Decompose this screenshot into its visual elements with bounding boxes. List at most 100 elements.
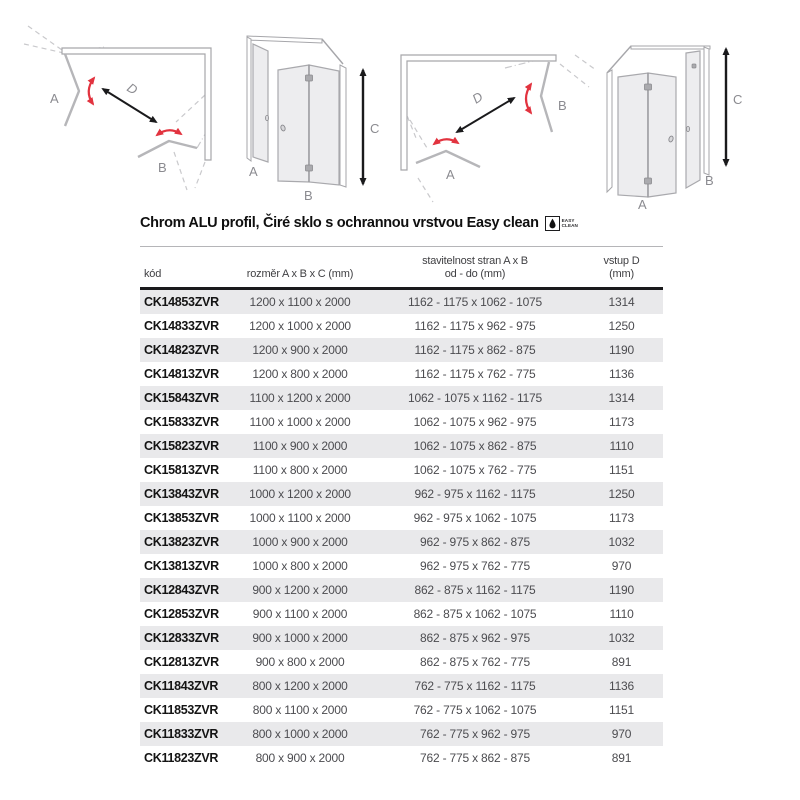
header-kod: kód [144, 268, 162, 280]
table-row: CK13853ZVR 1000 x 1100 x 2000 962 - 975 … [140, 506, 663, 530]
frame-left [606, 69, 613, 194]
cell-kod: CK12833ZVR [144, 631, 219, 645]
cell-vstup: 1110 [609, 439, 634, 453]
table-row: CK15813ZVR 1100 x 800 x 2000 1062 - 1075… [140, 458, 663, 482]
header-vstup-line2: (mm) [609, 268, 634, 280]
cell-kod: CK15843ZVR [144, 391, 219, 405]
frame-right-edge [321, 38, 344, 65]
frame-left [246, 36, 252, 162]
cell-vstup: 1314 [608, 295, 635, 309]
label-d: D [469, 89, 485, 107]
cell-kod: CK14833ZVR [144, 319, 219, 333]
panel-a-hinge [264, 115, 269, 122]
section-title-row: Chrom ALU profil, Čiré sklo s ochrannou … [140, 215, 578, 231]
cell-vstup: 1250 [608, 487, 635, 501]
door-b-left-panel [277, 64, 310, 183]
cell-stavitelnost: 762 - 775 x 962 - 975 [420, 727, 530, 741]
table-row: CK15823ZVR 1100 x 900 x 2000 1062 - 1075… [140, 434, 663, 458]
cell-rozmer: 1100 x 1200 x 2000 [249, 391, 351, 405]
cell-stavitelnost: 1162 - 1175 x 762 - 775 [414, 367, 536, 381]
hinge-bottom [644, 177, 652, 185]
badge-line1: EASY [561, 218, 575, 223]
droplet-icon [544, 215, 560, 231]
table-row: CK12813ZVR 900 x 800 x 2000 862 - 875 x … [140, 650, 663, 674]
cell-rozmer: 1100 x 900 x 2000 [252, 439, 348, 453]
table-row: CK14853ZVR 1200 x 1100 x 2000 1162 - 117… [140, 288, 663, 314]
cell-stavitelnost: 962 - 975 x 762 - 775 [420, 559, 530, 573]
cell-stavitelnost: 1062 - 1075 x 1162 - 1175 [408, 391, 542, 405]
cell-vstup: 1190 [608, 583, 634, 597]
frame-right [339, 64, 347, 188]
cell-kod: CK15823ZVR [144, 439, 219, 453]
cell-kod: CK15833ZVR [144, 415, 219, 429]
table-row: CK14813ZVR 1200 x 800 x 2000 1162 - 1175… [140, 362, 663, 386]
cell-vstup: 1110 [609, 607, 634, 621]
cell-stavitelnost: 962 - 975 x 1162 - 1175 [414, 487, 536, 501]
table-row: CK13823ZVR 1000 x 900 x 2000 962 - 975 x… [140, 530, 663, 554]
header-stavitelnost: stavitelnost stran A x B od - do (mm) [370, 247, 580, 289]
cell-vstup: 1173 [608, 511, 634, 525]
cell-rozmer: 800 x 900 x 2000 [255, 751, 345, 765]
table-row: CK12833ZVR 900 x 1000 x 2000 862 - 875 x… [140, 626, 663, 650]
cell-rozmer: 800 x 1200 x 2000 [252, 679, 348, 693]
label-a: A [446, 167, 455, 182]
cell-vstup: 1032 [608, 535, 635, 549]
fold-arrow-a [86, 76, 96, 106]
cell-kod: CK12853ZVR [144, 607, 219, 621]
cell-kod: CK12843ZVR [144, 583, 219, 597]
cell-rozmer: 900 x 800 x 2000 [255, 655, 345, 669]
cell-vstup: 1190 [608, 343, 634, 357]
cell-rozmer: 1000 x 1200 x 2000 [249, 487, 351, 501]
door-a-right-panel [647, 72, 677, 198]
page-title: Chrom ALU profil, Čiré sklo s ochrannou … [140, 215, 539, 231]
cell-vstup: 1136 [608, 679, 634, 693]
table-row: CK11843ZVR 800 x 1200 x 2000 762 - 775 x… [140, 674, 663, 698]
cell-rozmer: 1200 x 1100 x 2000 [249, 295, 351, 309]
folded-doors-3d-left: B A C [606, 45, 742, 212]
fold-arrow-b [155, 127, 183, 137]
shower-door-diagrams: A B D A B C [23, 25, 742, 212]
folded-doors-3d-right: A B C [246, 35, 379, 203]
cell-rozmer: 1100 x 1000 x 2000 [249, 415, 351, 429]
cell-kod: CK14853ZVR [144, 295, 219, 309]
cell-stavitelnost: 862 - 875 x 1162 - 1175 [414, 583, 536, 597]
table-row: CK12853ZVR 900 x 1100 x 2000 862 - 875 x… [140, 602, 663, 626]
frame-top-rail [246, 35, 323, 44]
panel-b-handle [686, 126, 691, 133]
plan-diagram-right: A B D [23, 25, 212, 191]
cell-kod: CK11833ZVR [144, 727, 219, 741]
cell-stavitelnost: 962 - 975 x 1062 - 1075 [413, 511, 537, 525]
door-b-right-panel [308, 64, 340, 186]
cell-vstup: 891 [611, 655, 632, 669]
wall [61, 47, 212, 161]
label-b: B [705, 173, 714, 188]
panel-b-hinge [691, 63, 697, 69]
table-row: CK15833ZVR 1100 x 1000 x 2000 1062 - 107… [140, 410, 663, 434]
wall [400, 54, 557, 171]
door-b [539, 61, 554, 133]
entry-arrow-d [455, 96, 516, 134]
cell-rozmer: 1100 x 800 x 2000 [252, 463, 348, 477]
cell-stavitelnost: 1162 - 1175 x 1062 - 1075 [408, 295, 542, 309]
cell-rozmer: 1000 x 900 x 2000 [252, 535, 348, 549]
cell-vstup: 970 [611, 727, 632, 741]
spec-table: kód rozměr A x B x C (mm) stavitelnost s… [140, 246, 663, 770]
cell-kod: CK11853ZVR [144, 703, 219, 717]
label-a: A [249, 164, 258, 179]
cell-rozmer: 1200 x 800 x 2000 [252, 367, 348, 381]
cell-stavitelnost: 862 - 875 x 762 - 775 [420, 655, 530, 669]
cell-stavitelnost: 862 - 875 x 962 - 975 [420, 631, 530, 645]
cell-vstup: 1314 [608, 391, 635, 405]
cell-kod: CK13853ZVR [144, 511, 219, 525]
cell-rozmer: 900 x 1100 x 2000 [252, 607, 348, 621]
panel-b [685, 50, 701, 190]
cell-kod: CK12813ZVR [144, 655, 219, 669]
cell-kod: CK13823ZVR [144, 535, 219, 549]
cell-vstup: 1136 [608, 367, 634, 381]
entry-arrow-d [101, 87, 158, 124]
cell-vstup: 1151 [608, 703, 634, 717]
fold-arrow-b [524, 82, 533, 115]
table-row: CK11833ZVR 800 x 1000 x 2000 762 - 775 x… [140, 722, 663, 746]
header-rozmer: rozměr A x B x C (mm) [246, 268, 354, 280]
door-swing-dashes [403, 54, 597, 203]
